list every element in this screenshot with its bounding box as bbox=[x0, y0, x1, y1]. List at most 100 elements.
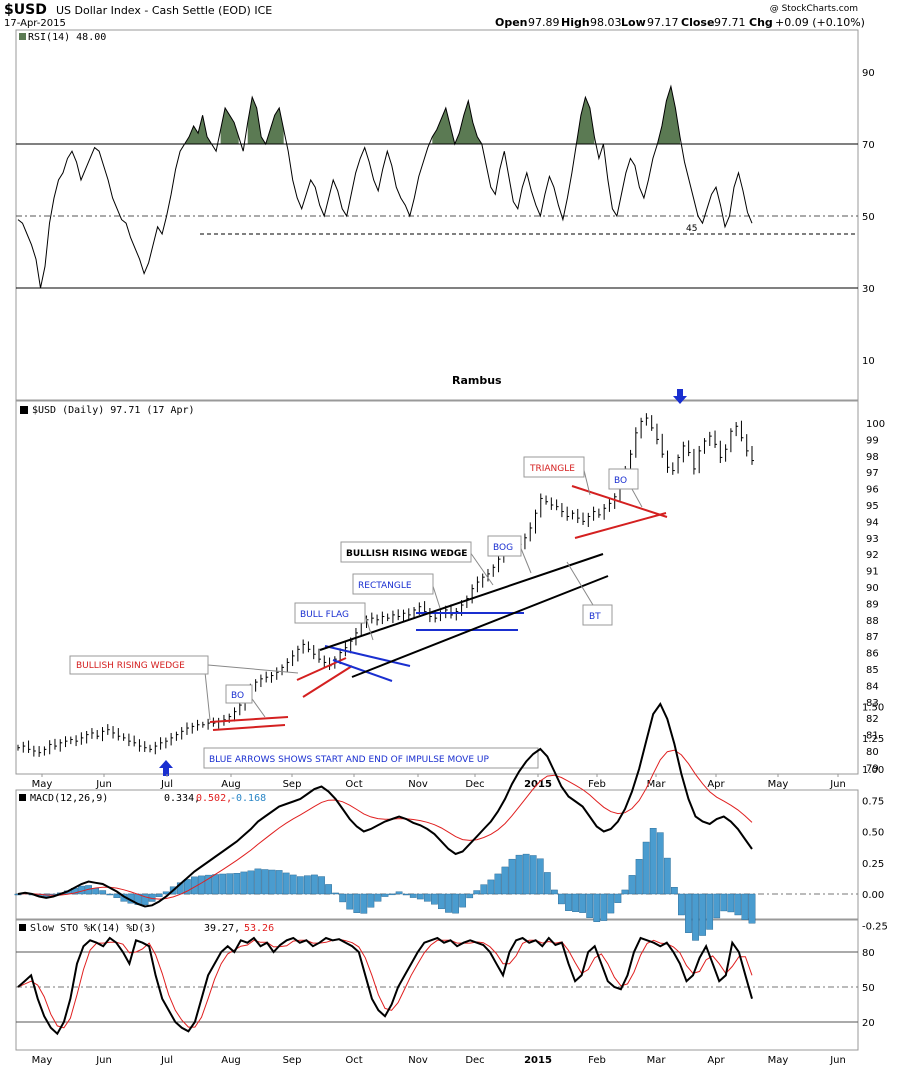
price-axis: 100 99 98 97 96 95 94 93 92 91 90 89 88 87 86 85 84 83 82 8… bbox=[866, 419, 885, 774]
macd-label: MACD(12,26,9) bbox=[30, 793, 108, 804]
macd-value-2: 0.502, bbox=[196, 793, 232, 804]
macd-hist-bar bbox=[318, 876, 325, 895]
macd-signal-line bbox=[17, 749, 753, 900]
macd-hist-bar bbox=[184, 879, 191, 895]
price-tick-label: 86 bbox=[866, 649, 879, 660]
price-tick-label: 88 bbox=[866, 616, 879, 627]
callout-box bbox=[340, 541, 472, 563]
macd-hist-bar bbox=[247, 870, 255, 895]
macd-hist-bar bbox=[536, 858, 544, 895]
macd-hist-bar bbox=[699, 893, 706, 936]
rsi-grid bbox=[16, 143, 858, 289]
macd-hist-bar bbox=[374, 893, 382, 902]
callout-box bbox=[203, 747, 539, 769]
macd-hist-bar bbox=[402, 893, 410, 896]
price-tick-label: 97 bbox=[866, 468, 879, 479]
pattern-lines bbox=[209, 485, 668, 731]
rsi-tick-label: 10 bbox=[862, 356, 875, 367]
macd-hist-bar bbox=[600, 893, 608, 921]
rsi-line bbox=[17, 84, 753, 289]
callout-box bbox=[523, 456, 585, 478]
callout-box bbox=[69, 655, 209, 675]
rsi-tick-label: 30 bbox=[862, 284, 875, 295]
macd-hist-bar bbox=[508, 858, 516, 895]
wedge1b-lower bbox=[302, 665, 353, 698]
macd-hist-bar bbox=[614, 893, 622, 903]
macd-hist-bar bbox=[339, 893, 347, 903]
down-arrow-icon bbox=[673, 389, 687, 404]
price-tick-label: 83 bbox=[866, 698, 879, 709]
sto-tick-label: 50 bbox=[862, 983, 875, 994]
macd-hist-bar bbox=[543, 872, 551, 895]
bullish-wedge-2-label: BULLISH RISING WEDGE bbox=[346, 549, 467, 559]
low-label: Low bbox=[621, 16, 646, 29]
annotations: BULLISH RISING WEDGE BO BULL FLAG RECTAN… bbox=[69, 456, 643, 769]
up-arrow-icon bbox=[159, 760, 173, 776]
open-value: 97.89 bbox=[528, 16, 560, 29]
macd-hist-bar bbox=[670, 887, 678, 895]
callout-pointer bbox=[204, 671, 211, 721]
callout-pointer bbox=[207, 664, 299, 674]
macd-hist-bar bbox=[388, 893, 396, 896]
bo-2-label: BO bbox=[614, 476, 627, 486]
month-label: Jun bbox=[95, 1055, 112, 1066]
impulse-arrows bbox=[159, 389, 687, 776]
price-tick-label: 89 bbox=[866, 599, 879, 610]
month-label: Mar bbox=[647, 1055, 667, 1066]
price-tick-label: 92 bbox=[866, 550, 879, 561]
chg-label: Chg bbox=[749, 16, 773, 29]
macd-hist-bar bbox=[579, 893, 586, 913]
macd-hist-bar bbox=[332, 892, 339, 895]
callout-pointer bbox=[566, 561, 594, 606]
wedge1-lower bbox=[212, 724, 286, 731]
triangle-lower bbox=[574, 512, 667, 539]
rsi-overbought-fill bbox=[184, 86, 680, 144]
macd-hist-bar bbox=[706, 893, 714, 930]
macd-hist-bar bbox=[78, 885, 85, 895]
month-label: Nov bbox=[408, 1055, 428, 1066]
callout-box bbox=[294, 602, 366, 624]
instrument-name: US Dollar Index - Cash Settle (EOD) ICE bbox=[56, 4, 272, 17]
month-label: Jun bbox=[95, 779, 112, 790]
month-label: Sep bbox=[283, 779, 302, 790]
macd-hist-bar bbox=[381, 893, 389, 897]
sto-label: Slow STO %K(14) %D(3) bbox=[30, 923, 156, 934]
macd-hist-bar bbox=[275, 870, 283, 895]
macd-hist-bar bbox=[240, 871, 248, 895]
rsi-swatch bbox=[19, 33, 26, 40]
price-panel-frame bbox=[15, 400, 859, 775]
sto-panel-frame bbox=[15, 919, 859, 1051]
price-tick-label: 81 bbox=[866, 731, 879, 742]
macd-hist-bar bbox=[233, 873, 241, 895]
macd-hist-bar bbox=[296, 876, 304, 895]
price-tick-label: 85 bbox=[866, 665, 879, 676]
month-label: Feb bbox=[588, 779, 606, 790]
macd-hist-bar bbox=[261, 869, 269, 895]
macd-hist-bar bbox=[416, 893, 424, 900]
month-label: Oct bbox=[345, 1055, 362, 1066]
macd-hist-bar bbox=[649, 828, 657, 895]
close-label: Close bbox=[681, 16, 714, 29]
macd-hist-bar bbox=[155, 893, 163, 897]
macd-hist-bar bbox=[254, 868, 262, 895]
rsi-45-label: 45 bbox=[686, 224, 697, 234]
price-tick-label: 99 bbox=[866, 435, 879, 446]
macd-hist-bar bbox=[748, 893, 756, 924]
macd-hist-bar bbox=[551, 889, 558, 895]
macd-tick-label: 1.00 bbox=[862, 765, 884, 776]
macd-panel-frame bbox=[15, 789, 859, 920]
macd-hist-bar bbox=[529, 855, 537, 895]
chart-date: 17-Apr-2015 bbox=[4, 18, 66, 29]
callout-box bbox=[225, 684, 253, 704]
macd-legend: MACD(12,26,9) 0.334, 0.502, -0.168 bbox=[19, 793, 266, 804]
macd-line bbox=[17, 702, 753, 908]
macd-hist-bar bbox=[219, 873, 227, 895]
macd-hist-bar bbox=[438, 893, 445, 910]
macd-hist-bar bbox=[727, 893, 735, 913]
bull-flag-lower bbox=[332, 659, 393, 682]
macd-histogram bbox=[14, 828, 756, 941]
callout-pointer bbox=[519, 545, 532, 574]
rsi-fill-area bbox=[184, 115, 212, 144]
rsi-axis: 90 70 50 30 10 bbox=[862, 68, 875, 367]
macd-hist-bar bbox=[586, 893, 594, 918]
